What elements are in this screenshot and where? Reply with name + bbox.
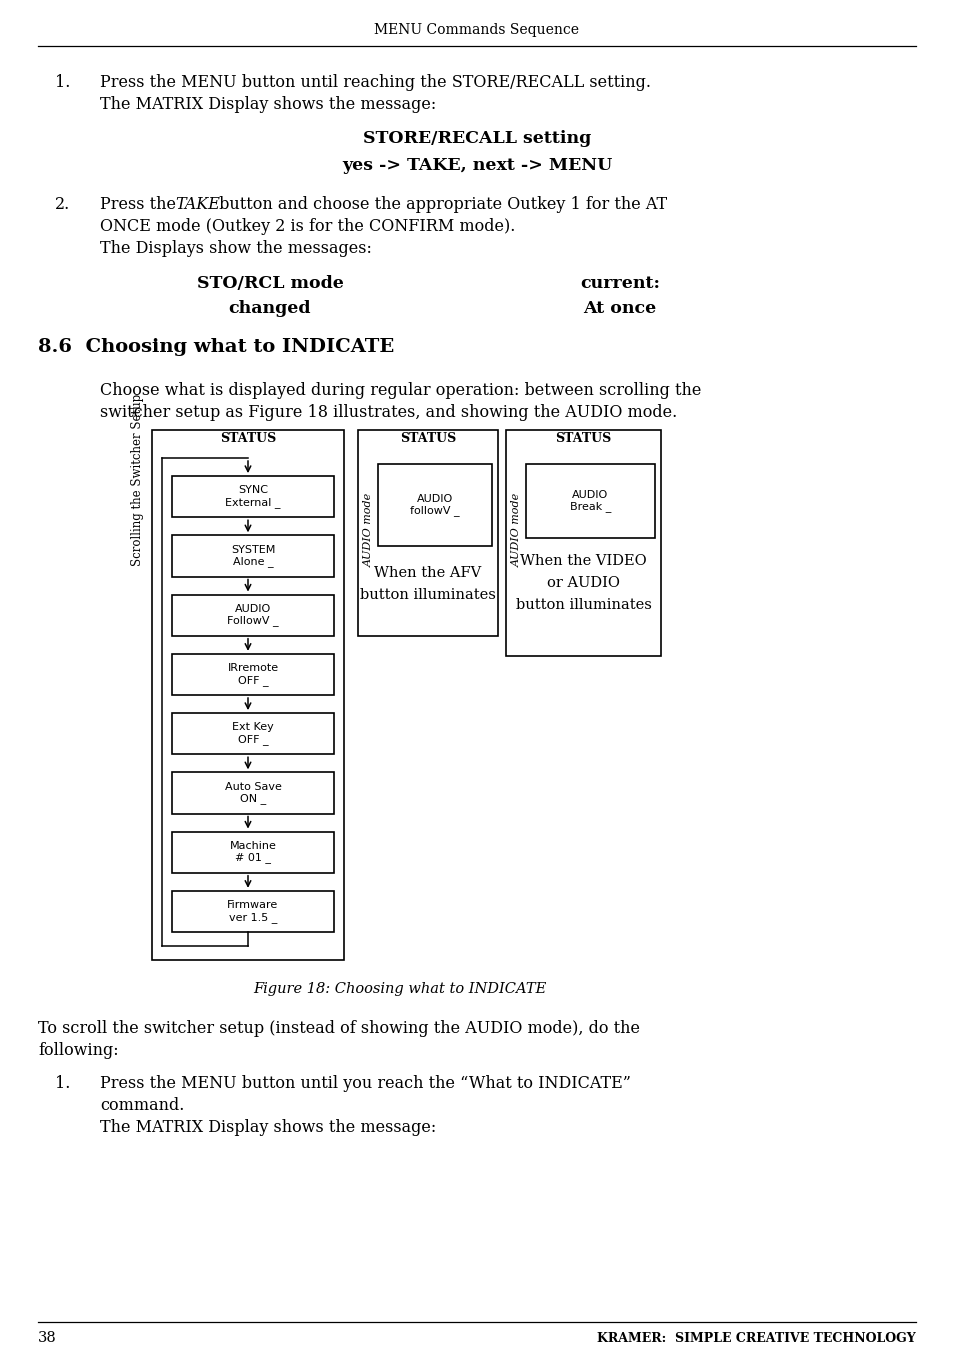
Text: SYSTEM
Alone _: SYSTEM Alone _ (231, 544, 274, 567)
Text: button illuminates: button illuminates (515, 598, 651, 612)
Text: 2.: 2. (55, 196, 71, 213)
Text: ONCE mode (Outkey 2 is for the CONFIRM mode).: ONCE mode (Outkey 2 is for the CONFIRM m… (100, 218, 515, 236)
Text: Choose what is displayed during regular operation: between scrolling the: Choose what is displayed during regular … (100, 382, 700, 399)
Text: The MATRIX Display shows the message:: The MATRIX Display shows the message: (100, 96, 436, 112)
Text: switcher setup as Figure 18 illustrates, and showing the AUDIO mode.: switcher setup as Figure 18 illustrates,… (100, 403, 677, 421)
Text: At once: At once (583, 301, 656, 317)
Text: STATUS: STATUS (399, 432, 456, 445)
Text: current:: current: (579, 275, 659, 292)
Text: Ext Key
OFF _: Ext Key OFF _ (232, 723, 274, 745)
Text: Machine
# 01 _: Machine # 01 _ (230, 841, 276, 864)
Bar (505, 431, 660, 655)
Text: When the AFV: When the AFV (374, 566, 481, 580)
Text: When the VIDEO: When the VIDEO (519, 554, 646, 567)
Text: Auto Save
ON _: Auto Save ON _ (224, 781, 281, 804)
Text: or AUDIO: or AUDIO (546, 575, 619, 590)
Text: KRAMER:  SIMPLE CREATIVE TECHNOLOGY: KRAMER: SIMPLE CREATIVE TECHNOLOGY (597, 1331, 915, 1345)
Bar (172, 594, 334, 636)
Bar (172, 772, 334, 814)
Bar (172, 477, 334, 517)
Text: Press the MENU button until you reach the “What to INDICATE”: Press the MENU button until you reach th… (100, 1075, 630, 1091)
Text: changed: changed (229, 301, 311, 317)
Text: Figure 18: Choosing what to INDICATE: Figure 18: Choosing what to INDICATE (253, 982, 546, 997)
Text: To scroll the switcher setup (instead of showing the AUDIO mode), do the: To scroll the switcher setup (instead of… (38, 1020, 639, 1037)
Bar (172, 891, 334, 932)
Text: AUDIO mode: AUDIO mode (512, 493, 521, 567)
Text: Scrolling the Switcher Setup: Scrolling the Switcher Setup (132, 394, 144, 566)
Text: AUDIO
followV _: AUDIO followV _ (410, 494, 459, 516)
Text: IRremote
OFF _: IRremote OFF _ (227, 663, 278, 685)
Bar (172, 714, 334, 754)
Text: AUDIO
Break _: AUDIO Break _ (569, 490, 611, 512)
Text: STO/RCL mode: STO/RCL mode (196, 275, 343, 292)
Bar (377, 464, 492, 546)
Text: Press the MENU button until reaching the STORE/RECALL setting.: Press the MENU button until reaching the… (100, 74, 650, 91)
Text: Firmware
ver 1.5 _: Firmware ver 1.5 _ (227, 900, 278, 922)
Text: TAKE: TAKE (174, 196, 219, 213)
Text: MENU Commands Sequence: MENU Commands Sequence (375, 23, 578, 37)
Bar (172, 535, 334, 577)
Text: STORE/RECALL setting: STORE/RECALL setting (362, 130, 591, 148)
Text: The Displays show the messages:: The Displays show the messages: (100, 240, 372, 257)
Text: yes -> TAKE, next -> MENU: yes -> TAKE, next -> MENU (341, 157, 612, 175)
Text: command.: command. (100, 1097, 184, 1114)
Text: 1.: 1. (55, 74, 71, 91)
Text: button and choose the appropriate Outkey 1 for the AT: button and choose the appropriate Outkey… (213, 196, 666, 213)
Text: AUDIO mode: AUDIO mode (364, 493, 374, 567)
Bar (525, 464, 655, 538)
Text: AUDIO
FollowV _: AUDIO FollowV _ (227, 604, 278, 627)
Text: following:: following: (38, 1043, 118, 1059)
Bar (152, 431, 344, 960)
Text: 1.: 1. (55, 1075, 71, 1091)
Bar (357, 431, 497, 636)
Text: STATUS: STATUS (219, 432, 275, 445)
Text: STATUS: STATUS (555, 432, 611, 445)
Text: SYNC
External _: SYNC External _ (225, 485, 280, 508)
Bar (172, 831, 334, 873)
Text: Press the: Press the (100, 196, 181, 213)
Bar (172, 654, 334, 695)
Text: 38: 38 (38, 1331, 56, 1345)
Text: button illuminates: button illuminates (359, 588, 496, 603)
Text: The MATRIX Display shows the message:: The MATRIX Display shows the message: (100, 1118, 436, 1136)
Text: 8.6  Choosing what to INDICATE: 8.6 Choosing what to INDICATE (38, 338, 394, 356)
